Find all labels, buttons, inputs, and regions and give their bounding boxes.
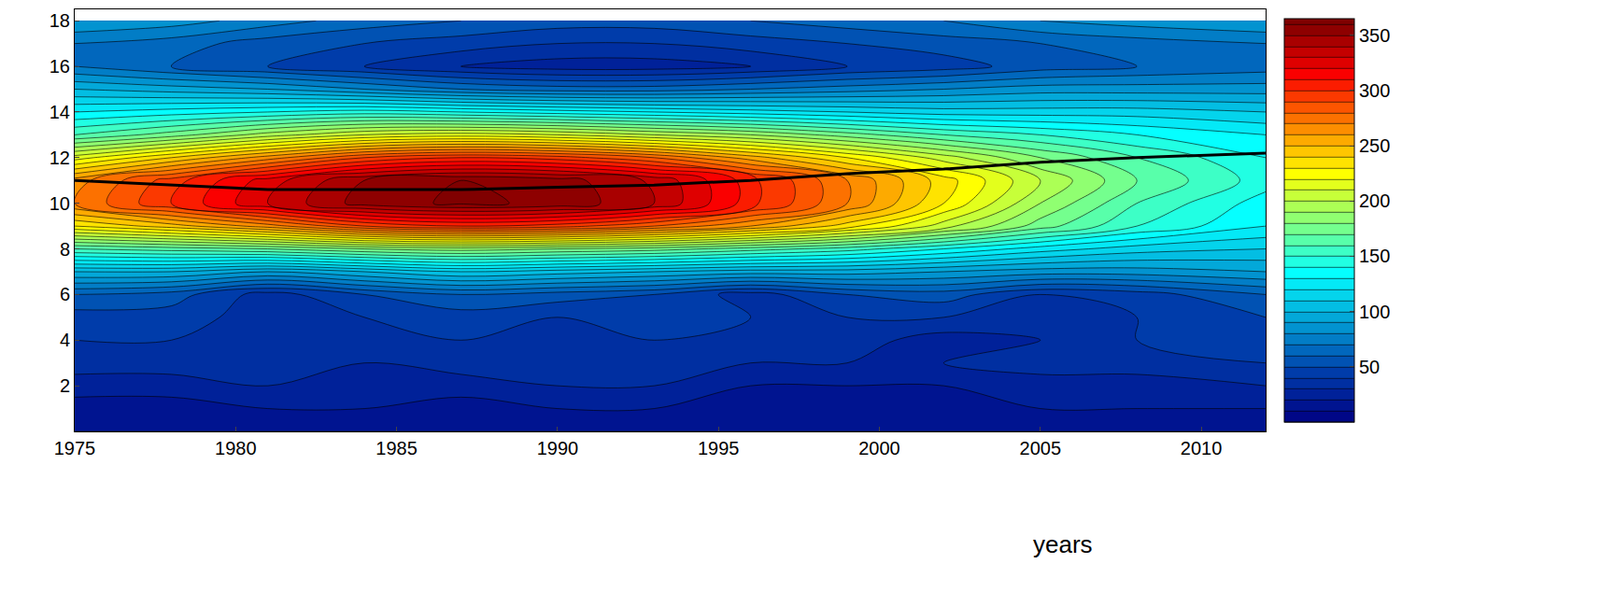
svg-text:1975: 1975 [54,438,97,459]
svg-text:350: 350 [1359,25,1390,46]
svg-text:1995: 1995 [697,438,740,459]
svg-text:100: 100 [1359,301,1390,323]
svg-text:200: 200 [1359,190,1390,212]
svg-text:10: 10 [49,193,71,214]
svg-text:50: 50 [1359,356,1380,378]
svg-text:12: 12 [49,147,71,169]
svg-text:6: 6 [59,283,71,305]
svg-text:1990: 1990 [537,438,580,459]
svg-text:4: 4 [59,329,71,351]
svg-text:2010: 2010 [1180,438,1223,459]
svg-text:18: 18 [49,10,71,31]
svg-text:150: 150 [1359,245,1390,267]
svg-text:years: years [1033,530,1093,559]
svg-text:2000: 2000 [858,438,901,459]
svg-text:250: 250 [1359,135,1390,156]
svg-text:2005: 2005 [1019,438,1062,459]
svg-text:1980: 1980 [214,438,256,459]
svg-text:300: 300 [1359,80,1390,101]
svg-text:2: 2 [59,375,71,397]
svg-text:1985: 1985 [375,438,418,459]
svg-text:16: 16 [49,56,71,77]
svg-text:14: 14 [49,101,71,123]
svg-text:8: 8 [59,239,71,260]
